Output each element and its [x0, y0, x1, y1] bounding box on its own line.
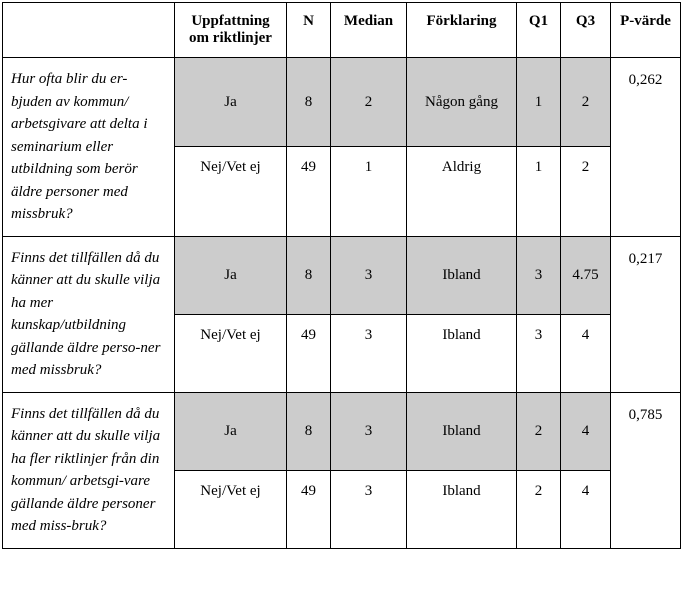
cell-label: Ja	[175, 392, 287, 470]
cell-n: 8	[287, 58, 331, 147]
header-median: Median	[331, 3, 407, 58]
question-cell: Finns det tillfällen då du känner att du…	[3, 392, 175, 548]
header-row: Uppfattning om riktlinjer N Median Förkl…	[3, 3, 681, 58]
cell-forklaring: Aldrig	[407, 147, 517, 236]
cell-median: 3	[331, 470, 407, 548]
cell-median: 3	[331, 314, 407, 392]
cell-q3: 4.75	[561, 236, 611, 314]
cell-forklaring: Ibland	[407, 236, 517, 314]
question-cell: Finns det tillfällen då du känner att du…	[3, 236, 175, 392]
cell-q3: 2	[561, 58, 611, 147]
cell-median: 2	[331, 58, 407, 147]
cell-forklaring: Någon gång	[407, 58, 517, 147]
cell-q1: 1	[517, 147, 561, 236]
cell-n: 8	[287, 236, 331, 314]
cell-pvalue: 0,785	[611, 392, 681, 548]
header-forklaring: Förklaring	[407, 3, 517, 58]
header-q3: Q3	[561, 3, 611, 58]
cell-median: 3	[331, 392, 407, 470]
cell-median: 1	[331, 147, 407, 236]
cell-label: Nej/Vet ej	[175, 147, 287, 236]
cell-n: 49	[287, 470, 331, 548]
table-row: Finns det tillfällen då du känner att du…	[3, 236, 681, 314]
header-q1: Q1	[517, 3, 561, 58]
table-row: Finns det tillfällen då du känner att du…	[3, 392, 681, 470]
cell-forklaring: Ibland	[407, 470, 517, 548]
cell-pvalue: 0,217	[611, 236, 681, 392]
cell-label: Ja	[175, 58, 287, 147]
cell-forklaring: Ibland	[407, 314, 517, 392]
cell-label: Ja	[175, 236, 287, 314]
cell-q3: 4	[561, 314, 611, 392]
cell-q1: 1	[517, 58, 561, 147]
stats-table: Uppfattning om riktlinjer N Median Förkl…	[2, 2, 681, 549]
header-uppfattning: Uppfattning om riktlinjer	[175, 3, 287, 58]
cell-label: Nej/Vet ej	[175, 470, 287, 548]
header-n: N	[287, 3, 331, 58]
cell-q3: 4	[561, 470, 611, 548]
cell-q1: 2	[517, 470, 561, 548]
table-row: Hur ofta blir du er-bjuden av kommun/ ar…	[3, 58, 681, 147]
cell-q3: 2	[561, 147, 611, 236]
cell-n: 49	[287, 314, 331, 392]
cell-q3: 4	[561, 392, 611, 470]
header-pvarde: P-värde	[611, 3, 681, 58]
cell-n: 8	[287, 392, 331, 470]
cell-q1: 3	[517, 236, 561, 314]
cell-q1: 3	[517, 314, 561, 392]
cell-label: Nej/Vet ej	[175, 314, 287, 392]
header-empty	[3, 3, 175, 58]
cell-median: 3	[331, 236, 407, 314]
cell-forklaring: Ibland	[407, 392, 517, 470]
cell-pvalue: 0,262	[611, 58, 681, 237]
cell-n: 49	[287, 147, 331, 236]
question-cell: Hur ofta blir du er-bjuden av kommun/ ar…	[3, 58, 175, 237]
cell-q1: 2	[517, 392, 561, 470]
